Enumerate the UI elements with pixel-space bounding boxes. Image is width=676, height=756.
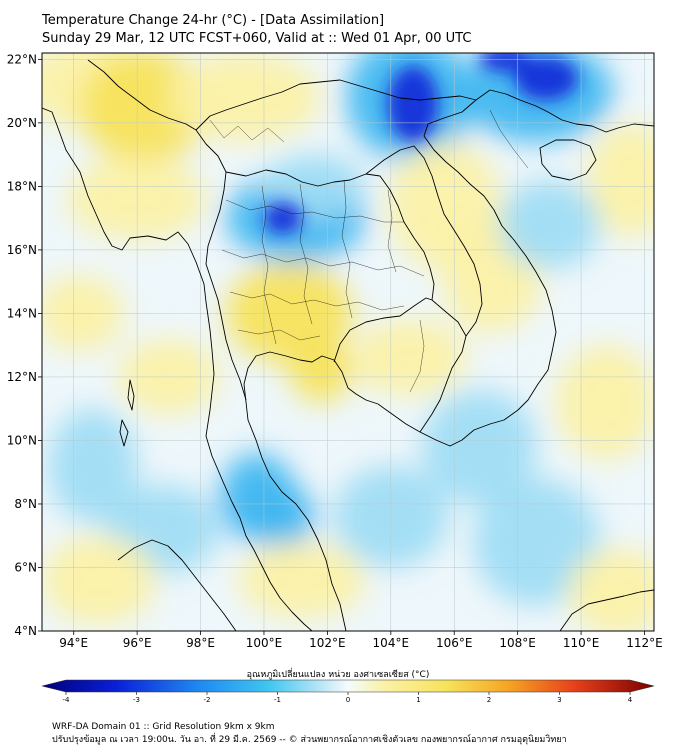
footer-model-info: WRF-DA Domain 01 :: Grid Resolution 9km … xyxy=(52,722,275,732)
lon-tick-label: 112°E xyxy=(626,636,663,650)
lat-tick-label: 8°N xyxy=(14,497,37,511)
lon-tick-label: 106°E xyxy=(436,636,473,650)
lat-tick-label: 12°N xyxy=(7,370,37,384)
lon-tick-label: 98°E xyxy=(186,636,215,650)
colorbar-tick-label: 4 xyxy=(628,696,633,704)
colorbar-tick-label: -3 xyxy=(133,696,140,704)
colorbar-tick-label: -4 xyxy=(63,696,71,704)
lon-tick-label: 108°E xyxy=(499,636,536,650)
colorbar-tick-label: 3 xyxy=(557,696,561,704)
lon-tick-label: 110°E xyxy=(563,636,600,650)
lon-tick-label: 94°E xyxy=(59,636,88,650)
colorbar-tick-label: 1 xyxy=(416,696,420,704)
map-subtitle: Sunday 29 Mar, 12 UTC FCST+060, Valid at… xyxy=(42,31,472,46)
lon-tick-label: 104°E xyxy=(373,636,410,650)
latitude-axis: 22°N 20°N 18°N 16°N 14°N 12°N 10°N 8°N 6°N 4°N xyxy=(7,52,42,638)
lat-tick-label: 22°N xyxy=(7,52,37,66)
lat-tick-label: 18°N xyxy=(7,179,37,193)
lon-tick-label: 100°E xyxy=(246,636,283,650)
lat-tick-label: 14°N xyxy=(7,306,37,320)
colorbar xyxy=(41,679,655,693)
colorbar-tick-label: 0 xyxy=(346,696,350,704)
colorbar-tick-label: -1 xyxy=(274,696,281,704)
lon-tick-label: 96°E xyxy=(123,636,152,650)
map-frame xyxy=(41,52,655,632)
map-title: Temperature Change 24-hr (°C) - [Data As… xyxy=(42,13,385,28)
lat-tick-label: 10°N xyxy=(7,433,37,447)
colorbar-ticks: -4 -3 -2 -1 0 1 2 3 4 xyxy=(63,692,633,704)
lon-tick-label: 102°E xyxy=(309,636,346,650)
lat-tick-label: 4°N xyxy=(14,624,37,638)
lat-tick-label: 20°N xyxy=(7,116,37,130)
colorbar-label: อุณหภูมิเปลี่ยนแปลง หน่วย องศาเซลเซียส (… xyxy=(246,670,430,680)
colorbar-tick-label: -2 xyxy=(204,696,211,704)
province-borders xyxy=(209,109,529,393)
lat-tick-label: 6°N xyxy=(14,560,37,574)
footer-credit: ปรับปรุงข้อมูล ณ เวลา 19:00น. วัน อา. ที… xyxy=(52,735,567,745)
country-borders xyxy=(42,59,654,631)
colorbar-tick-label: 2 xyxy=(487,696,491,704)
lat-tick-label: 16°N xyxy=(7,243,37,257)
graticule xyxy=(42,53,654,631)
longitude-axis: 94°E 96°E 98°E 100°E 102°E 104°E 106°E 108°E 110… xyxy=(59,631,663,650)
